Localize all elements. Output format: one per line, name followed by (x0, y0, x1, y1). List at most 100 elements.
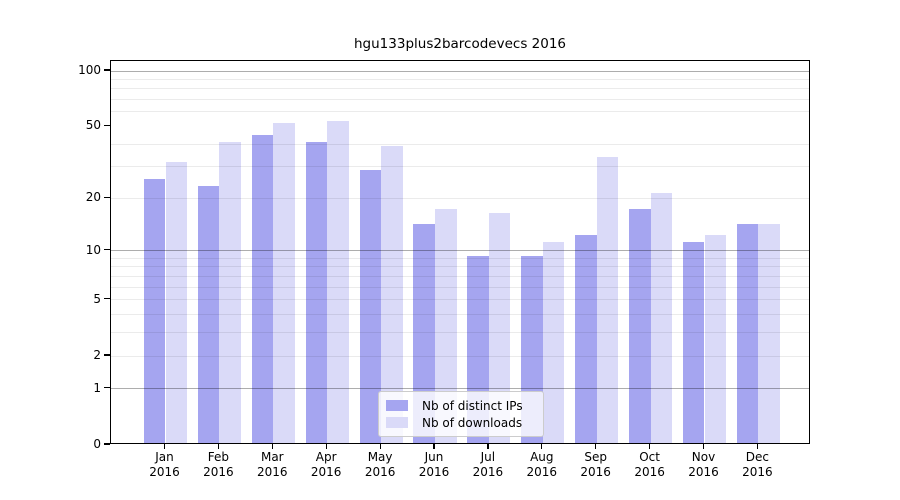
bar-downloads-sep (596, 157, 619, 443)
x-tick-month: May (367, 450, 393, 464)
legend-label-downloads: Nb of downloads (422, 415, 523, 430)
y-tick-label-50: 50 (85, 118, 101, 133)
x-tick-month: Dec (745, 450, 769, 464)
x-tick-label-apr: Apr 2016 (298, 450, 354, 480)
x-tick-label-may: May 2016 (352, 450, 408, 480)
y-tick-0 (103, 443, 110, 445)
x-tick-year: 2016 (742, 465, 773, 479)
x-tick-oct (648, 444, 651, 449)
x-tick-feb (217, 444, 220, 449)
x-tick-year: 2016 (310, 465, 342, 479)
gridline-major-10 (111, 250, 809, 252)
x-tick-year: 2016 (688, 465, 719, 479)
bar-distinct-ips-may (359, 170, 382, 443)
bar-distinct-ips-feb (197, 185, 220, 443)
x-tick-year: 2016 (580, 465, 611, 479)
y-tick-5 (103, 298, 110, 300)
x-tick-label-oct: Oct 2016 (622, 450, 678, 480)
bar-distinct-ips-mar (251, 134, 274, 443)
x-tick-year: 2016 (634, 465, 665, 479)
gridline-minor-4 (111, 314, 809, 316)
x-tick-nov (702, 444, 705, 449)
x-tick-jul (487, 444, 489, 449)
gridline-minor-40 (111, 143, 809, 145)
bar-downloads-jun (435, 208, 457, 443)
y-tick-10 (103, 249, 110, 251)
x-tick-label-feb: Feb 2016 (190, 450, 246, 480)
x-tick-jan (163, 444, 166, 449)
gridline-minor-5 (111, 299, 809, 301)
y-tick-label-20: 20 (85, 190, 101, 205)
bar-downloads-apr (327, 121, 349, 443)
bar-distinct-ips-apr (305, 142, 328, 443)
bar-downloads-mar (273, 122, 295, 443)
x-tick-year: 2016 (526, 465, 558, 479)
plot-area (110, 60, 810, 444)
x-tick-year: 2016 (418, 465, 450, 479)
x-tick-label-jun: Jun 2016 (406, 450, 462, 480)
gridline-minor-9 (111, 257, 809, 259)
gridline-minor-6 (111, 286, 809, 288)
x-tick-month: Jan (155, 450, 174, 464)
x-tick-month: Nov (691, 450, 716, 464)
y-tick-label-0: 0 (93, 437, 101, 451)
legend-label-distinct-ips: Nb of distinct IPs (422, 398, 523, 413)
gridline-minor-20 (111, 197, 809, 199)
gridline-major-100 (111, 70, 809, 72)
gridline-minor-90 (111, 78, 809, 80)
bar-downloads-nov (704, 235, 727, 443)
x-tick-month: Jun (424, 450, 444, 464)
bar-distinct-ips-sep (575, 235, 597, 443)
gridline-minor-7 (111, 276, 809, 277)
bar-downloads-jan (165, 162, 188, 443)
legend-item-downloads: Nb of downloads (386, 416, 543, 430)
y-tick-label-1: 1 (93, 380, 101, 395)
x-tick-year: 2016 (149, 465, 180, 479)
legend-swatch-downloads (386, 417, 408, 428)
x-tick-month: Mar (260, 450, 284, 464)
y-tick-20 (103, 196, 110, 198)
x-tick-label-mar: Mar 2016 (244, 450, 300, 480)
bar-distinct-ips-jun (413, 223, 435, 443)
x-tick-mar (271, 444, 273, 449)
x-tick-month: Aug (530, 450, 554, 464)
bar-distinct-ips-jan (143, 179, 166, 443)
y-tick-100 (103, 69, 110, 71)
x-tick-month: Apr (315, 450, 337, 464)
bar-distinct-ips-nov (682, 241, 705, 443)
legend-item-distinct-ips: Nb of distinct IPs (386, 399, 543, 413)
bar-downloads-aug (542, 241, 565, 443)
gridline-minor-60 (111, 111, 809, 113)
gridline-minor-70 (111, 99, 809, 101)
bar-downloads-may (381, 146, 403, 443)
x-tick-month: Jul (480, 450, 496, 464)
gridline-minor-3 (111, 332, 809, 334)
bar-distinct-ips-oct (629, 208, 651, 443)
x-tick-year: 2016 (472, 465, 504, 479)
x-tick-sep (595, 444, 597, 449)
x-tick-year: 2016 (364, 465, 396, 479)
x-tick-month: Oct (639, 450, 660, 464)
x-tick-apr (325, 444, 327, 449)
legend: Nb of distinct IPs Nb of downloads (378, 391, 544, 437)
gridline-minor-8 (111, 266, 809, 268)
y-tick-label-100: 100 (78, 63, 101, 77)
bar-downloads-jul (488, 213, 511, 443)
bar-downloads-feb (219, 142, 241, 443)
x-tick-label-sep: Sep 2016 (568, 450, 624, 480)
legend-swatch-distinct-ips (386, 400, 408, 411)
x-tick-jun (433, 444, 435, 449)
gridline-major-1 (111, 388, 809, 390)
y-tick-50 (103, 124, 110, 126)
gridline-minor-30 (111, 166, 809, 168)
chart-title: hgu133plus2barcodevecs 2016 (354, 36, 566, 52)
x-tick-may (379, 444, 381, 449)
x-tick-label-jan: Jan 2016 (137, 450, 193, 480)
bar-distinct-ips-dec (736, 223, 759, 443)
x-tick-label-dec: Dec 2016 (729, 450, 785, 480)
y-tick-label-5: 5 (93, 291, 101, 306)
x-tick-aug (541, 444, 543, 449)
y-tick-label-2: 2 (93, 348, 101, 362)
x-tick-year: 2016 (203, 465, 234, 479)
